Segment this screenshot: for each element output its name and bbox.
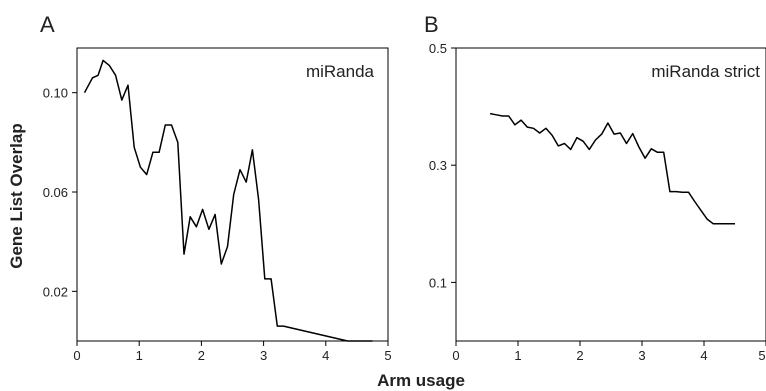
- panel-b-series-label: miRanda strict: [651, 62, 760, 81]
- panel-a-series-line: [83, 59, 373, 342]
- panel-a-x-ticks: 0 1 2 3 4 5: [73, 341, 392, 363]
- panel-b-letter: B: [424, 12, 439, 37]
- panel-a-x-tick-label: 3: [260, 348, 267, 363]
- panel-b-series-line: [489, 112, 735, 225]
- panel-b-x-ticks: 0 1 2 3 4 5: [452, 341, 766, 363]
- panel-a-plot-frame: [76, 47, 389, 342]
- panel-a-series-label: miRanda: [306, 62, 375, 81]
- panel-a-letter: A: [40, 12, 55, 37]
- x-axis-title: Arm usage: [377, 371, 465, 390]
- y-axis-title: Gene List Overlap: [7, 123, 26, 269]
- panel-a-x-tick-label: 2: [198, 348, 205, 363]
- panel-a: A miRanda 0 1 2 3 4 5 0.02 0.06 0.10: [40, 12, 392, 363]
- panel-b: B miRanda strict 0 1 2 3 4 5 0.1 0.3 0.5: [424, 12, 766, 363]
- panel-b-x-tick-label: 0: [452, 348, 459, 363]
- panel-a-x-tick-label: 5: [384, 348, 391, 363]
- panel-b-y-tick-label: 0.3: [429, 158, 447, 173]
- panel-b-y-ticks: 0.1 0.3 0.5: [429, 41, 456, 290]
- panel-b-x-tick-label: 1: [514, 348, 521, 363]
- panel-a-x-tick-label: 4: [322, 348, 329, 363]
- panel-b-y-tick-label: 0.1: [429, 275, 447, 290]
- panel-a-y-tick-label: 0.02: [43, 284, 68, 299]
- panel-b-x-tick-label: 4: [700, 348, 707, 363]
- panel-b-x-tick-label: 5: [758, 348, 765, 363]
- panel-a-y-ticks: 0.02 0.06 0.10: [43, 86, 77, 299]
- panel-a-x-tick-label: 1: [136, 348, 143, 363]
- panel-b-plot-frame: [455, 47, 766, 342]
- panel-b-x-tick-label: 3: [638, 348, 645, 363]
- panel-a-y-tick-label: 0.10: [43, 86, 68, 101]
- panel-b-y-tick-label: 0.5: [429, 41, 447, 56]
- panel-a-x-tick-label: 0: [73, 348, 80, 363]
- panel-a-y-tick-label: 0.06: [43, 185, 68, 200]
- panel-b-x-tick-label: 2: [576, 348, 583, 363]
